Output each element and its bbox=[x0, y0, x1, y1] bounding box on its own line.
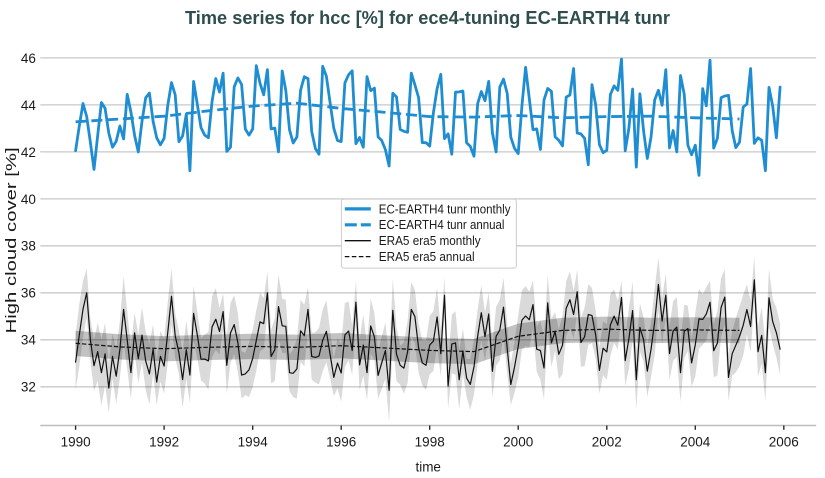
svg-text:Time series for hcc [%] for ec: Time series for hcc [%] for ece4-tuning … bbox=[185, 8, 670, 28]
svg-text:2002: 2002 bbox=[592, 435, 622, 450]
svg-text:ERA5 era5 annual: ERA5 era5 annual bbox=[379, 250, 475, 264]
svg-text:time: time bbox=[415, 459, 441, 474]
svg-text:2000: 2000 bbox=[503, 435, 533, 450]
svg-text:2006: 2006 bbox=[769, 435, 799, 450]
svg-text:EC-EARTH4 tunr annual: EC-EARTH4 tunr annual bbox=[379, 218, 505, 232]
svg-text:44: 44 bbox=[21, 98, 37, 113]
svg-text:34: 34 bbox=[21, 333, 37, 348]
svg-text:42: 42 bbox=[21, 145, 36, 160]
svg-text:1990: 1990 bbox=[61, 435, 91, 450]
svg-text:38: 38 bbox=[21, 239, 36, 254]
svg-text:EC-EARTH4 tunr monthly: EC-EARTH4 tunr monthly bbox=[379, 202, 511, 216]
svg-text:High cloud cover [%]: High cloud cover [%] bbox=[3, 147, 20, 333]
svg-text:ERA5 era5 monthly: ERA5 era5 monthly bbox=[379, 234, 481, 248]
svg-text:46: 46 bbox=[21, 51, 36, 66]
svg-text:2004: 2004 bbox=[680, 435, 711, 450]
svg-text:1998: 1998 bbox=[415, 435, 445, 450]
svg-text:1994: 1994 bbox=[238, 435, 269, 450]
svg-text:1992: 1992 bbox=[149, 435, 179, 450]
svg-text:1996: 1996 bbox=[326, 435, 356, 450]
svg-text:40: 40 bbox=[21, 192, 36, 207]
svg-text:32: 32 bbox=[21, 380, 36, 395]
svg-text:36: 36 bbox=[21, 286, 36, 301]
